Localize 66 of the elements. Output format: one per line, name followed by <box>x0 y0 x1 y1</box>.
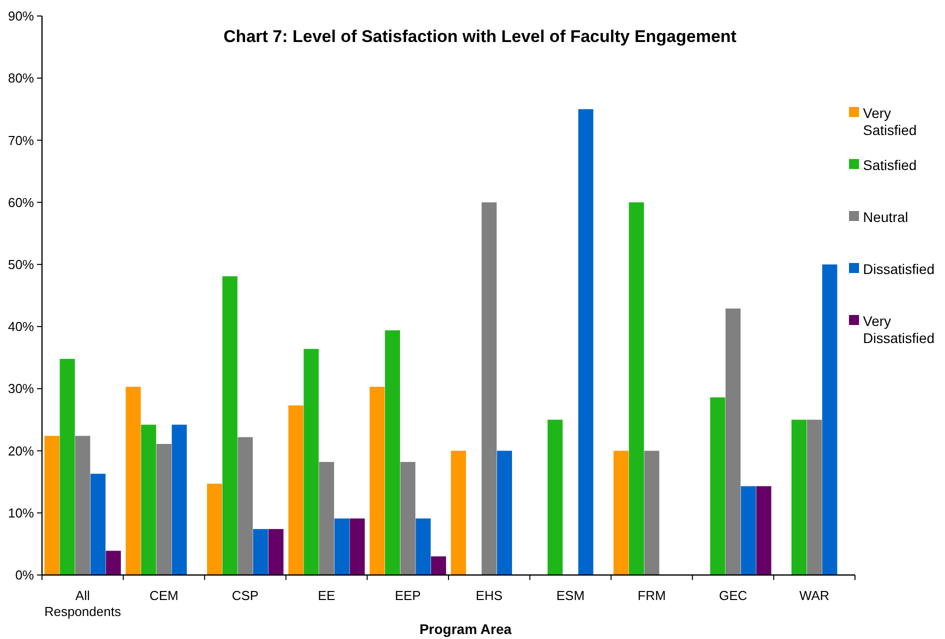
x-tick-label: EE <box>318 588 336 603</box>
bar <box>288 405 304 575</box>
bar <box>822 264 838 575</box>
x-axis-title: Program Area <box>419 621 512 637</box>
bar <box>141 424 156 575</box>
bar <box>791 420 807 575</box>
bar <box>90 474 106 575</box>
legend-label: Neutral <box>863 208 908 225</box>
bar <box>450 450 466 575</box>
y-tick-label: 50% <box>8 256 34 272</box>
y-tick-label: 0% <box>15 568 34 583</box>
x-tick-label: CSP <box>232 588 259 603</box>
bar <box>806 420 822 575</box>
bar <box>431 556 446 575</box>
bar <box>614 450 629 575</box>
x-tick-label: EEP <box>394 588 421 603</box>
bar <box>370 386 385 575</box>
bar <box>350 518 365 575</box>
x-tick-label: CEM <box>150 588 178 603</box>
y-tick-label: 40% <box>8 319 34 334</box>
legend-label: Dissatisfied <box>863 260 935 277</box>
bar <box>416 518 431 575</box>
bar <box>304 348 319 575</box>
bar <box>172 424 187 575</box>
y-tick-label: 90% <box>8 8 34 24</box>
legend-label: Very Satisfied <box>863 104 917 138</box>
bar <box>496 450 512 575</box>
y-tick-label: 20% <box>8 443 34 458</box>
bar <box>207 484 222 575</box>
bar <box>268 529 284 575</box>
y-tick-label: 80% <box>8 70 34 86</box>
bar <box>740 486 756 575</box>
x-tick-label: ESM <box>556 588 585 603</box>
bar <box>334 518 350 575</box>
bar <box>75 436 90 575</box>
bar <box>253 529 268 575</box>
text: Chart 7: Level of Satisfaction with Level of Faculty Engagement <box>224 27 737 46</box>
legend-label: Satisfied <box>863 156 917 173</box>
bar <box>548 420 563 575</box>
bar <box>384 330 400 575</box>
bar <box>628 202 644 575</box>
bar <box>44 436 60 575</box>
legend-label: Very Dissatisfied <box>863 312 935 346</box>
bar <box>644 450 660 575</box>
bar <box>400 462 416 575</box>
bar <box>578 109 594 575</box>
bar <box>222 276 238 575</box>
bar <box>156 444 172 575</box>
y-tick-label: 60% <box>8 194 34 210</box>
x-tick-label: GEC <box>718 588 748 603</box>
x-tick-label: FRM <box>638 588 666 603</box>
bar <box>106 550 121 575</box>
bar <box>319 462 334 575</box>
bar <box>756 486 772 575</box>
bar <box>710 397 726 575</box>
x-tick-label: WAR <box>799 588 830 603</box>
bar <box>726 308 741 575</box>
bar <box>238 437 253 575</box>
bar <box>126 386 141 575</box>
bar <box>482 202 497 575</box>
y-tick-label: 70% <box>8 132 34 148</box>
y-tick-label: 30% <box>8 381 34 396</box>
x-tick-label: EHS <box>476 588 503 603</box>
y-tick-label: 10% <box>8 505 34 520</box>
bar <box>60 358 75 575</box>
x-tick-label: All Respondents <box>44 588 122 619</box>
